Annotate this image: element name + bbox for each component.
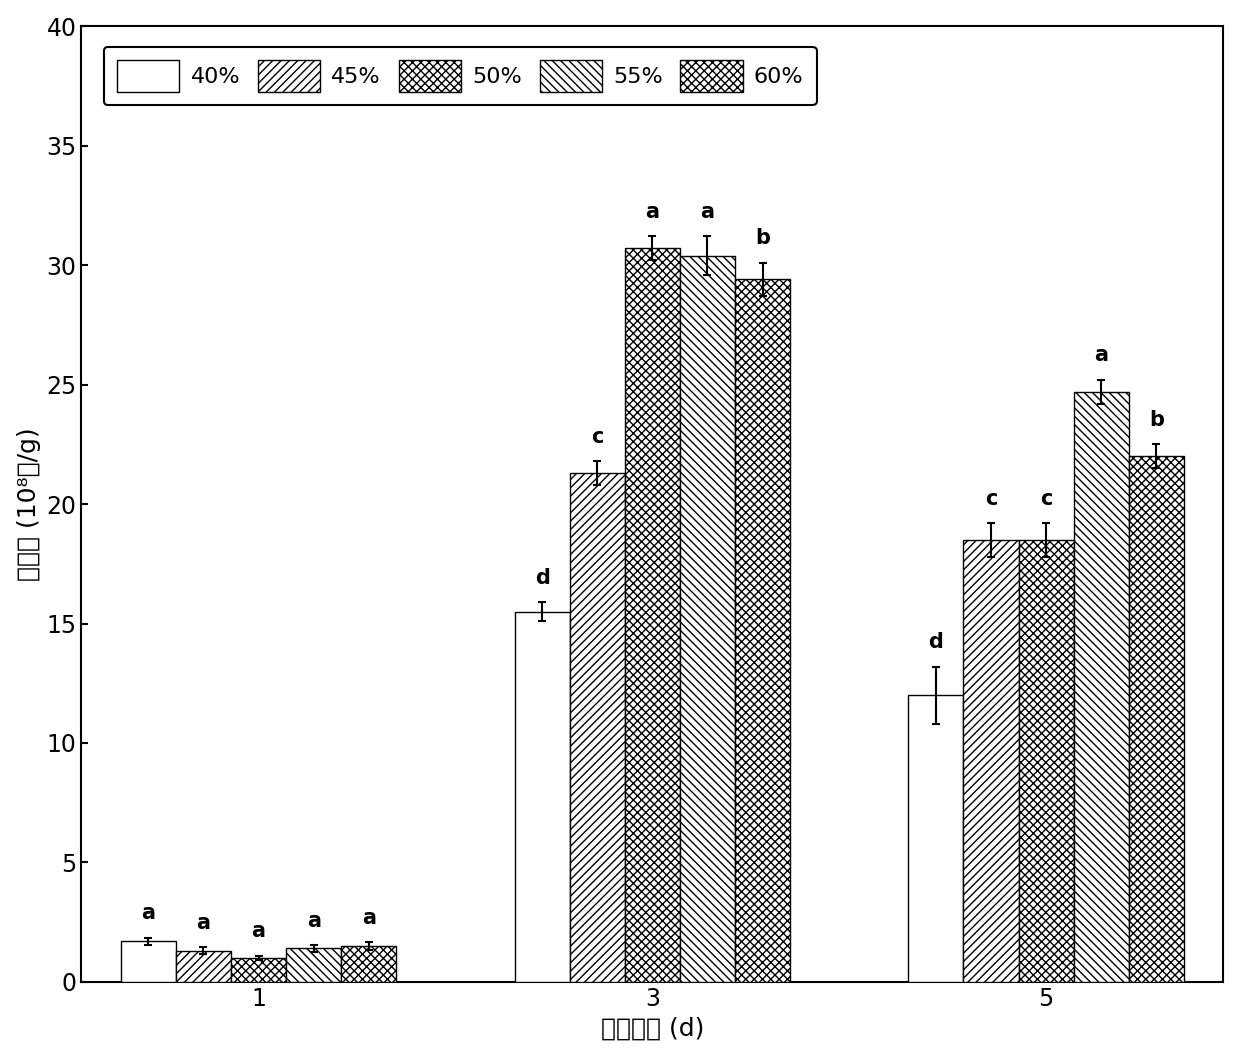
- Text: a: a: [141, 904, 155, 924]
- Y-axis label: 孢子数 (10⁸个/g): 孢子数 (10⁸个/g): [16, 427, 41, 581]
- Bar: [908, 696, 963, 982]
- Text: d: d: [534, 568, 549, 588]
- Bar: [286, 948, 341, 982]
- Bar: [1018, 540, 1074, 982]
- Text: a: a: [252, 922, 265, 942]
- Text: a: a: [701, 202, 714, 222]
- Bar: [735, 279, 790, 982]
- Text: c: c: [1040, 488, 1053, 508]
- Text: b: b: [1149, 410, 1164, 430]
- Bar: [963, 540, 1018, 982]
- Bar: [625, 248, 680, 982]
- Text: d: d: [929, 632, 944, 652]
- Text: a: a: [196, 913, 211, 933]
- Text: b: b: [755, 228, 770, 248]
- X-axis label: 发酵天数 (d): 发酵天数 (d): [600, 1017, 704, 1040]
- Bar: [1128, 457, 1184, 982]
- Bar: [341, 946, 397, 982]
- Text: c: c: [985, 488, 997, 508]
- Text: a: a: [306, 910, 321, 930]
- Text: a: a: [645, 202, 660, 222]
- Bar: [231, 958, 286, 982]
- Bar: [120, 942, 176, 982]
- Text: a: a: [1094, 346, 1109, 366]
- Bar: [1074, 392, 1128, 982]
- Text: a: a: [362, 908, 376, 928]
- Bar: [569, 472, 625, 982]
- Bar: [515, 612, 569, 982]
- Bar: [176, 951, 231, 982]
- Legend: 40%, 45%, 50%, 55%, 60%: 40%, 45%, 50%, 55%, 60%: [104, 47, 817, 105]
- Bar: [680, 256, 735, 982]
- Text: c: c: [591, 427, 604, 447]
